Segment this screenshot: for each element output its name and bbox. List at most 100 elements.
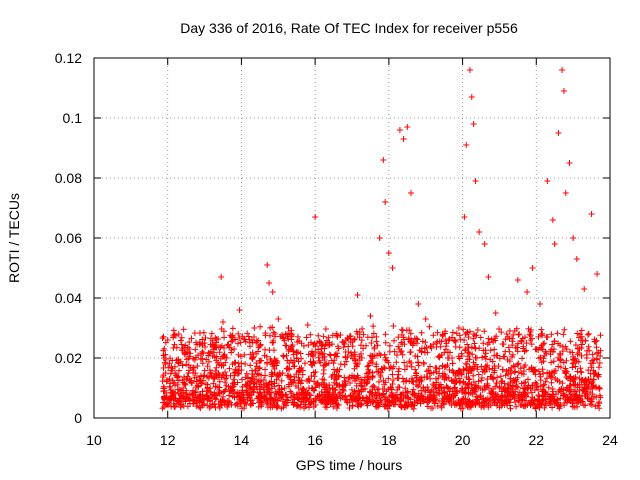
noise-point <box>405 395 412 402</box>
noise-point <box>570 381 577 388</box>
noise-point <box>528 341 535 348</box>
noise-point <box>503 397 510 404</box>
noise-point <box>470 387 477 394</box>
noise-point <box>549 369 556 376</box>
noise-point <box>481 328 488 335</box>
noise-point <box>541 340 548 347</box>
data-point <box>190 367 197 373</box>
noise-point <box>178 334 185 341</box>
noise-point <box>544 375 551 382</box>
noise-point <box>506 348 513 355</box>
noise-point <box>379 386 386 393</box>
noise-point <box>159 335 166 342</box>
noise-point <box>235 330 242 337</box>
noise-point <box>505 371 512 378</box>
noise-point <box>223 372 230 379</box>
noise-point <box>453 389 460 396</box>
noise-point <box>318 388 325 395</box>
noise-point <box>559 380 566 387</box>
noise-point <box>290 401 297 408</box>
data-point <box>201 340 208 346</box>
noise-point <box>284 357 291 364</box>
noise-point <box>226 344 233 351</box>
noise-point <box>208 392 215 399</box>
noise-point <box>362 385 369 392</box>
noise-point <box>294 391 301 398</box>
noise-point <box>276 395 283 402</box>
data-point <box>223 355 230 361</box>
noise-point <box>293 403 300 410</box>
noise-point <box>585 367 592 374</box>
data-point <box>231 370 238 376</box>
noise-point <box>557 395 564 402</box>
noise-point <box>320 366 327 373</box>
noise-point <box>345 343 352 350</box>
noise-point <box>531 367 538 374</box>
noise-point <box>317 359 324 366</box>
noise-point <box>268 371 275 378</box>
noise-point <box>375 378 382 385</box>
noise-point <box>176 397 183 404</box>
noise-point <box>426 323 433 330</box>
noise-point <box>441 376 448 383</box>
noise-point <box>444 349 451 356</box>
noise-point <box>229 334 236 341</box>
noise-point <box>185 395 192 402</box>
noise-point <box>222 359 229 366</box>
noise-point <box>505 381 512 388</box>
data-point <box>455 325 462 331</box>
noise-point <box>180 326 187 333</box>
y-tick-label: 0.08 <box>55 170 82 186</box>
noise-point <box>466 356 473 363</box>
noise-point <box>380 377 387 384</box>
noise-point <box>487 347 494 354</box>
noise-point <box>595 364 602 371</box>
noise-point <box>320 333 327 340</box>
noise-point <box>354 372 361 379</box>
noise-point <box>359 395 366 402</box>
noise-point <box>302 389 309 396</box>
x-tick-label: 24 <box>602 432 618 448</box>
noise-point <box>383 388 390 395</box>
noise-point <box>198 380 205 387</box>
noise-point <box>481 386 488 393</box>
noise-point <box>462 331 469 338</box>
noise-point <box>248 375 255 382</box>
noise-point <box>323 383 330 390</box>
noise-point <box>535 368 542 375</box>
noise-point <box>441 401 448 408</box>
noise-point <box>310 359 317 366</box>
noise-point <box>420 384 427 391</box>
noise-point <box>583 381 590 388</box>
noise-point <box>570 396 577 403</box>
noise-point <box>161 359 168 366</box>
noise-point <box>221 351 228 358</box>
noise-point <box>319 342 326 349</box>
noise-point <box>278 377 285 384</box>
noise-point <box>424 374 431 381</box>
noise-point <box>509 386 516 393</box>
noise-point <box>347 380 354 387</box>
noise-point <box>478 363 485 370</box>
noise-point <box>550 358 557 365</box>
noise-point <box>216 372 223 379</box>
noise-point <box>390 377 397 384</box>
noise-point <box>160 388 167 395</box>
noise-point <box>253 363 260 370</box>
noise-point <box>248 355 255 362</box>
noise-point <box>304 378 311 385</box>
noise-point <box>483 364 490 371</box>
noise-point <box>516 397 523 404</box>
noise-point <box>543 350 550 357</box>
axis-ticks <box>93 57 611 419</box>
noise-point <box>358 401 365 408</box>
noise-point <box>482 350 489 357</box>
noise-point <box>512 344 519 351</box>
noise-point <box>182 349 189 356</box>
noise-point <box>390 401 397 408</box>
noise-point <box>214 384 221 391</box>
noise-point <box>456 344 463 351</box>
noise-point <box>246 394 253 401</box>
noise-point <box>478 375 485 382</box>
data-point <box>463 142 470 148</box>
